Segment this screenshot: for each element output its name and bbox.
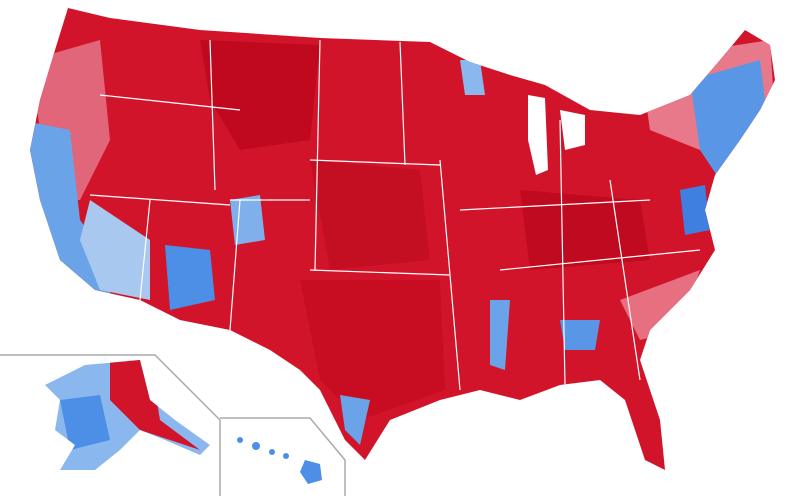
hawaii [237, 437, 322, 484]
blue-region [60, 395, 110, 450]
island [237, 437, 243, 443]
inset-borders [0, 354, 346, 496]
blue-region [340, 395, 370, 445]
island [300, 460, 322, 484]
state-borders [89, 39, 701, 391]
dark-red-region [520, 190, 650, 270]
blue-region [680, 185, 710, 235]
dark-red-region [310, 160, 430, 270]
blue-region [165, 245, 215, 310]
dark-red-region [200, 40, 320, 150]
lake-michigan [528, 95, 548, 175]
light-blue-region [80, 200, 150, 300]
alaska-inset-border [0, 354, 221, 496]
blue-region [230, 195, 265, 245]
island [252, 442, 260, 450]
red-region [110, 360, 200, 450]
blue-region [560, 320, 600, 350]
lake-huron [560, 110, 585, 150]
hawaii-inset-border [220, 417, 346, 496]
blue-region [490, 300, 510, 370]
alaska [45, 360, 210, 470]
island [269, 449, 275, 455]
island [283, 453, 289, 459]
blue-region [460, 60, 485, 95]
dark-red-region [300, 280, 445, 420]
